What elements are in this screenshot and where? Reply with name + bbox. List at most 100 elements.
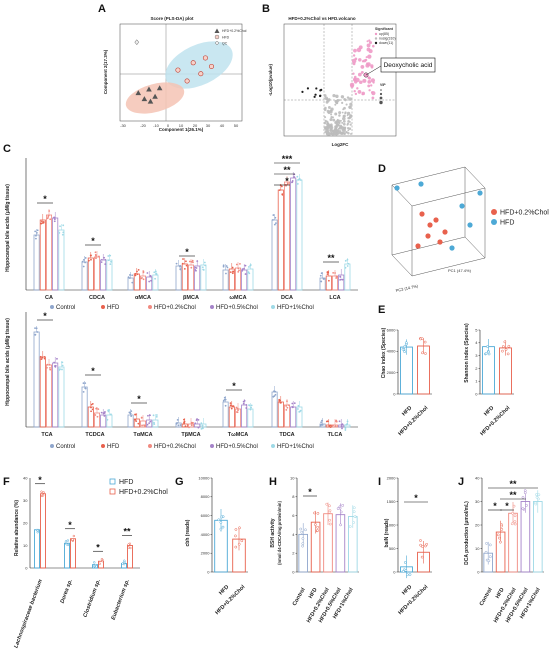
c-dot — [274, 393, 277, 396]
c-dot — [274, 216, 277, 219]
data-dot — [419, 543, 422, 547]
y-tick-label: 2 — [475, 366, 478, 371]
c-bar — [283, 181, 290, 291]
data-dot — [237, 542, 241, 546]
c-dot — [149, 414, 151, 417]
data-dot — [500, 524, 503, 528]
hfd-point — [467, 222, 473, 228]
c-dot — [58, 369, 61, 371]
chao-ylabel: Chao index (Species) — [381, 327, 387, 378]
c-bar — [228, 406, 235, 428]
c-dot — [181, 262, 184, 265]
data-dot — [521, 496, 525, 499]
c-dot — [110, 413, 112, 416]
data-dot — [521, 507, 525, 511]
c-dot — [285, 409, 288, 411]
y-tick-label: 500 — [389, 546, 396, 551]
c-dot — [130, 410, 133, 413]
c-dot — [320, 421, 323, 424]
c-dot — [49, 218, 52, 221]
nosig-point — [349, 114, 352, 117]
data-dot — [408, 573, 412, 576]
c-bar — [87, 257, 94, 291]
data-dot — [535, 495, 539, 499]
data-dot — [401, 347, 405, 351]
c-dot — [272, 395, 275, 398]
c-dot — [183, 422, 185, 425]
c-bar — [194, 423, 201, 428]
c-dot — [204, 264, 207, 267]
c-dot — [90, 410, 93, 413]
data-dot — [421, 351, 424, 355]
data-dot — [339, 510, 343, 514]
nosig-point — [350, 133, 352, 135]
panel-c-label: C — [3, 143, 11, 155]
nosig-point — [341, 121, 344, 124]
panel-a-legend-anchor — [220, 27, 221, 28]
c-dot — [84, 257, 87, 259]
chol-point — [147, 98, 154, 104]
c-dot — [91, 402, 94, 405]
c-dot — [223, 396, 226, 399]
c-bar — [127, 414, 134, 428]
data-dot — [127, 543, 130, 546]
c-bot-cat-tamca: TαMCA — [133, 432, 152, 438]
panel-h-xlabels: Control HFD HFD+0.2%Chol HFD+0.5%Chol HF… — [292, 587, 355, 624]
c-dot — [175, 262, 178, 265]
c-dot — [335, 420, 338, 423]
data-dot — [234, 534, 237, 538]
data-dot — [339, 523, 342, 527]
data-dot — [348, 525, 352, 528]
up-point — [372, 44, 375, 48]
panel-h: H BSH activity (nmol d4-CDCA/mg protein/… — [269, 475, 359, 624]
panel-d: D HFD+0.2%Chol HFD PC3 (14.7%) PC1 (47.4… — [378, 163, 549, 293]
up-point — [360, 65, 365, 69]
c-dot — [231, 405, 234, 408]
up-point — [365, 63, 370, 68]
c-dot — [328, 424, 331, 427]
nosig-point — [338, 130, 342, 133]
c-dot — [143, 424, 145, 427]
c-dot — [130, 415, 133, 417]
c-sig-star: * — [185, 247, 189, 257]
y-tick-label: 0 — [393, 391, 396, 396]
c-dot — [332, 271, 335, 274]
chol-point — [156, 85, 163, 91]
c-dot — [202, 268, 204, 271]
nosig-point — [344, 112, 347, 115]
c-dot — [338, 420, 341, 423]
nosig-point — [336, 123, 340, 127]
nosig-point — [338, 111, 342, 115]
data-dot — [121, 562, 124, 565]
legend-triangle-icon — [214, 28, 220, 33]
c-dot — [298, 177, 301, 180]
data-dot — [353, 515, 357, 519]
c-dot — [136, 270, 138, 273]
c-dot — [61, 361, 64, 364]
data-dot — [487, 350, 490, 354]
up-point — [368, 49, 373, 54]
c-dot — [155, 414, 158, 416]
nosig-point — [348, 97, 352, 101]
c-dot — [238, 269, 240, 272]
panel-j-label: J — [458, 476, 464, 488]
nosig-point — [341, 111, 344, 114]
c-dot — [102, 412, 105, 415]
c-dot — [183, 267, 186, 270]
data-dot — [504, 348, 508, 351]
legend-hfd-icon — [101, 305, 105, 309]
c-dot — [341, 427, 343, 430]
bar — [127, 545, 133, 569]
c-bar — [277, 401, 284, 428]
nosig-point — [346, 96, 350, 99]
c-dot — [273, 390, 275, 393]
data-dot — [42, 491, 45, 494]
c-bar — [290, 177, 297, 291]
data-dot — [316, 529, 319, 532]
up-point — [360, 70, 364, 74]
panel-a-points — [134, 39, 215, 104]
sig-star: ** — [509, 479, 517, 489]
svg-text:-10: -10 — [153, 123, 160, 128]
c-dot — [274, 222, 277, 224]
